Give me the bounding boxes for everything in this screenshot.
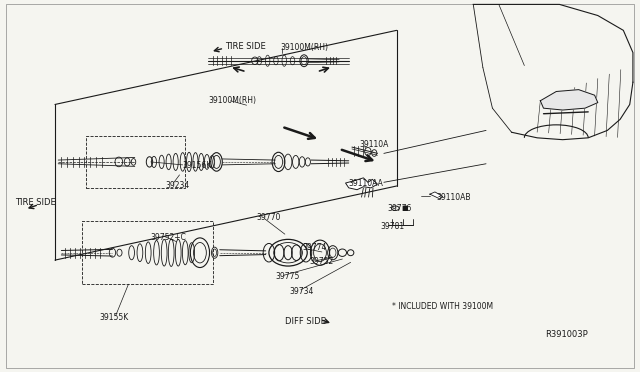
Text: 39234: 39234 [166,181,189,190]
Text: 39752: 39752 [309,257,333,266]
Text: * INCLUDED WITH 39100M: * INCLUDED WITH 39100M [392,302,493,311]
Text: TIRE SIDE: TIRE SIDE [15,198,56,207]
Text: 39776: 39776 [387,204,412,213]
Text: 39752+C: 39752+C [150,232,186,242]
Bar [86,136,184,188]
Text: 39781: 39781 [381,221,404,231]
Text: 39734: 39734 [289,287,314,296]
Text: 39775: 39775 [275,272,300,281]
Text: R391003P: R391003P [545,330,588,339]
Text: DIFF SIDE: DIFF SIDE [285,317,326,326]
Text: 39110AB: 39110AB [437,193,472,202]
Text: 39774: 39774 [303,243,327,252]
Text: 39110A: 39110A [360,140,389,149]
Polygon shape [346,178,378,190]
Polygon shape [540,90,598,110]
Text: 39156K: 39156K [182,161,212,170]
Text: ■: ■ [402,205,408,211]
Text: 39100M(RH): 39100M(RH) [280,42,328,51]
Text: 39155K: 39155K [100,313,129,322]
Bar [82,221,212,284]
Polygon shape [430,192,443,199]
Text: 39770: 39770 [256,213,280,222]
Text: 39100M(RH): 39100M(RH) [208,96,256,105]
Text: TIRE SIDE: TIRE SIDE [225,42,266,51]
Text: 39110AA: 39110AA [349,179,383,187]
